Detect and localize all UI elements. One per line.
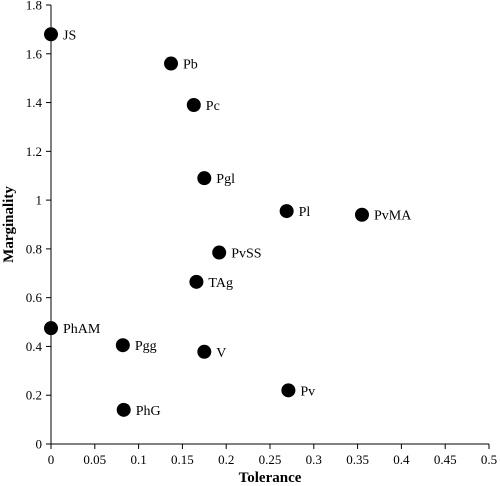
- y-tick-label: 0: [36, 437, 43, 452]
- y-tick-label: 0.6: [26, 290, 43, 305]
- data-label-pv: Pv: [300, 384, 315, 399]
- data-label-pc: Pc: [206, 99, 220, 114]
- x-tick-label: 0.5: [481, 452, 497, 467]
- data-point-pvma: [354, 207, 369, 222]
- y-tick-label: 1.8: [26, 0, 42, 13]
- data-label-v: V: [216, 346, 226, 361]
- x-tick-label: 0.45: [434, 452, 457, 467]
- axes: [50, 5, 489, 445]
- data-point-pgl: [197, 171, 212, 186]
- data-point-pl: [279, 204, 294, 219]
- data-point-pb: [164, 56, 179, 71]
- data-label-pb: Pb: [183, 58, 198, 73]
- y-axis-title: Marginality: [1, 186, 17, 263]
- data-point-js: [44, 27, 58, 42]
- x-tick-label: 0.4: [393, 452, 410, 467]
- data-point-v: [197, 344, 212, 359]
- data-point-pc: [186, 97, 201, 112]
- y-tick-label: 0.4: [26, 339, 43, 354]
- x-tick-label: 0.3: [306, 452, 322, 467]
- y-tick-label: 1.2: [26, 144, 42, 159]
- y-axis-ticks: 0 0.2 0.4 0.6 0.8 1 1.2 1.4 1.6 1.8: [26, 0, 51, 452]
- x-tick-label: 0.2: [218, 452, 234, 467]
- y-tick-label: 1.6: [26, 46, 43, 61]
- data-point-pham: [44, 321, 58, 336]
- x-axis-title: Tolerance: [239, 470, 302, 486]
- data-label-pgl: Pgl: [216, 172, 235, 187]
- data-label-pvss: PvSS: [231, 247, 261, 262]
- data-label-pgg: Pgg: [135, 339, 157, 354]
- x-axis-ticks: 0 0.05 0.1 0.15 0.2 0.25 0.3 0.35 0.4 0.45 0.5: [48, 444, 497, 467]
- data-label-js: JS: [63, 28, 76, 43]
- data-label-tag: TAg: [208, 276, 233, 291]
- data-point-pgg: [115, 338, 130, 353]
- y-tick-label: 1: [36, 193, 43, 208]
- x-tick-label: 0.35: [346, 452, 369, 467]
- data-point-tag: [189, 274, 204, 289]
- x-tick-label: 0.15: [171, 452, 194, 467]
- x-tick-label: 0.1: [130, 452, 146, 467]
- data-point-pvss: [212, 245, 227, 260]
- y-tick-label: 0.2: [26, 388, 42, 403]
- data-label-pvma: PvMA: [374, 209, 412, 224]
- x-tick-label: 0: [48, 452, 55, 467]
- data-point-phg: [116, 402, 131, 417]
- y-tick-label: 1.4: [26, 95, 43, 110]
- data-label-phg: PhG: [136, 404, 161, 419]
- y-tick-label: 0.8: [26, 241, 42, 256]
- data-points: JS Pb Pc Pgl Pl PvMA PvSS TAg PhAM Pgg V Pv PhG: [44, 27, 412, 419]
- data-point-pv: [281, 383, 296, 398]
- data-label-pham: PhAM: [63, 322, 101, 337]
- data-label-pl: Pl: [299, 205, 311, 220]
- x-tick-label: 0.05: [83, 452, 106, 467]
- x-tick-label: 0.25: [259, 452, 282, 467]
